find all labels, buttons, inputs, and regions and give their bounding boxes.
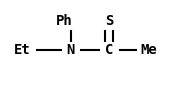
- Text: C: C: [105, 43, 113, 57]
- Text: N: N: [67, 43, 75, 57]
- Text: Ph: Ph: [56, 14, 72, 28]
- Text: Et: Et: [14, 43, 31, 57]
- Text: Me: Me: [140, 43, 157, 57]
- Text: S: S: [105, 14, 113, 28]
